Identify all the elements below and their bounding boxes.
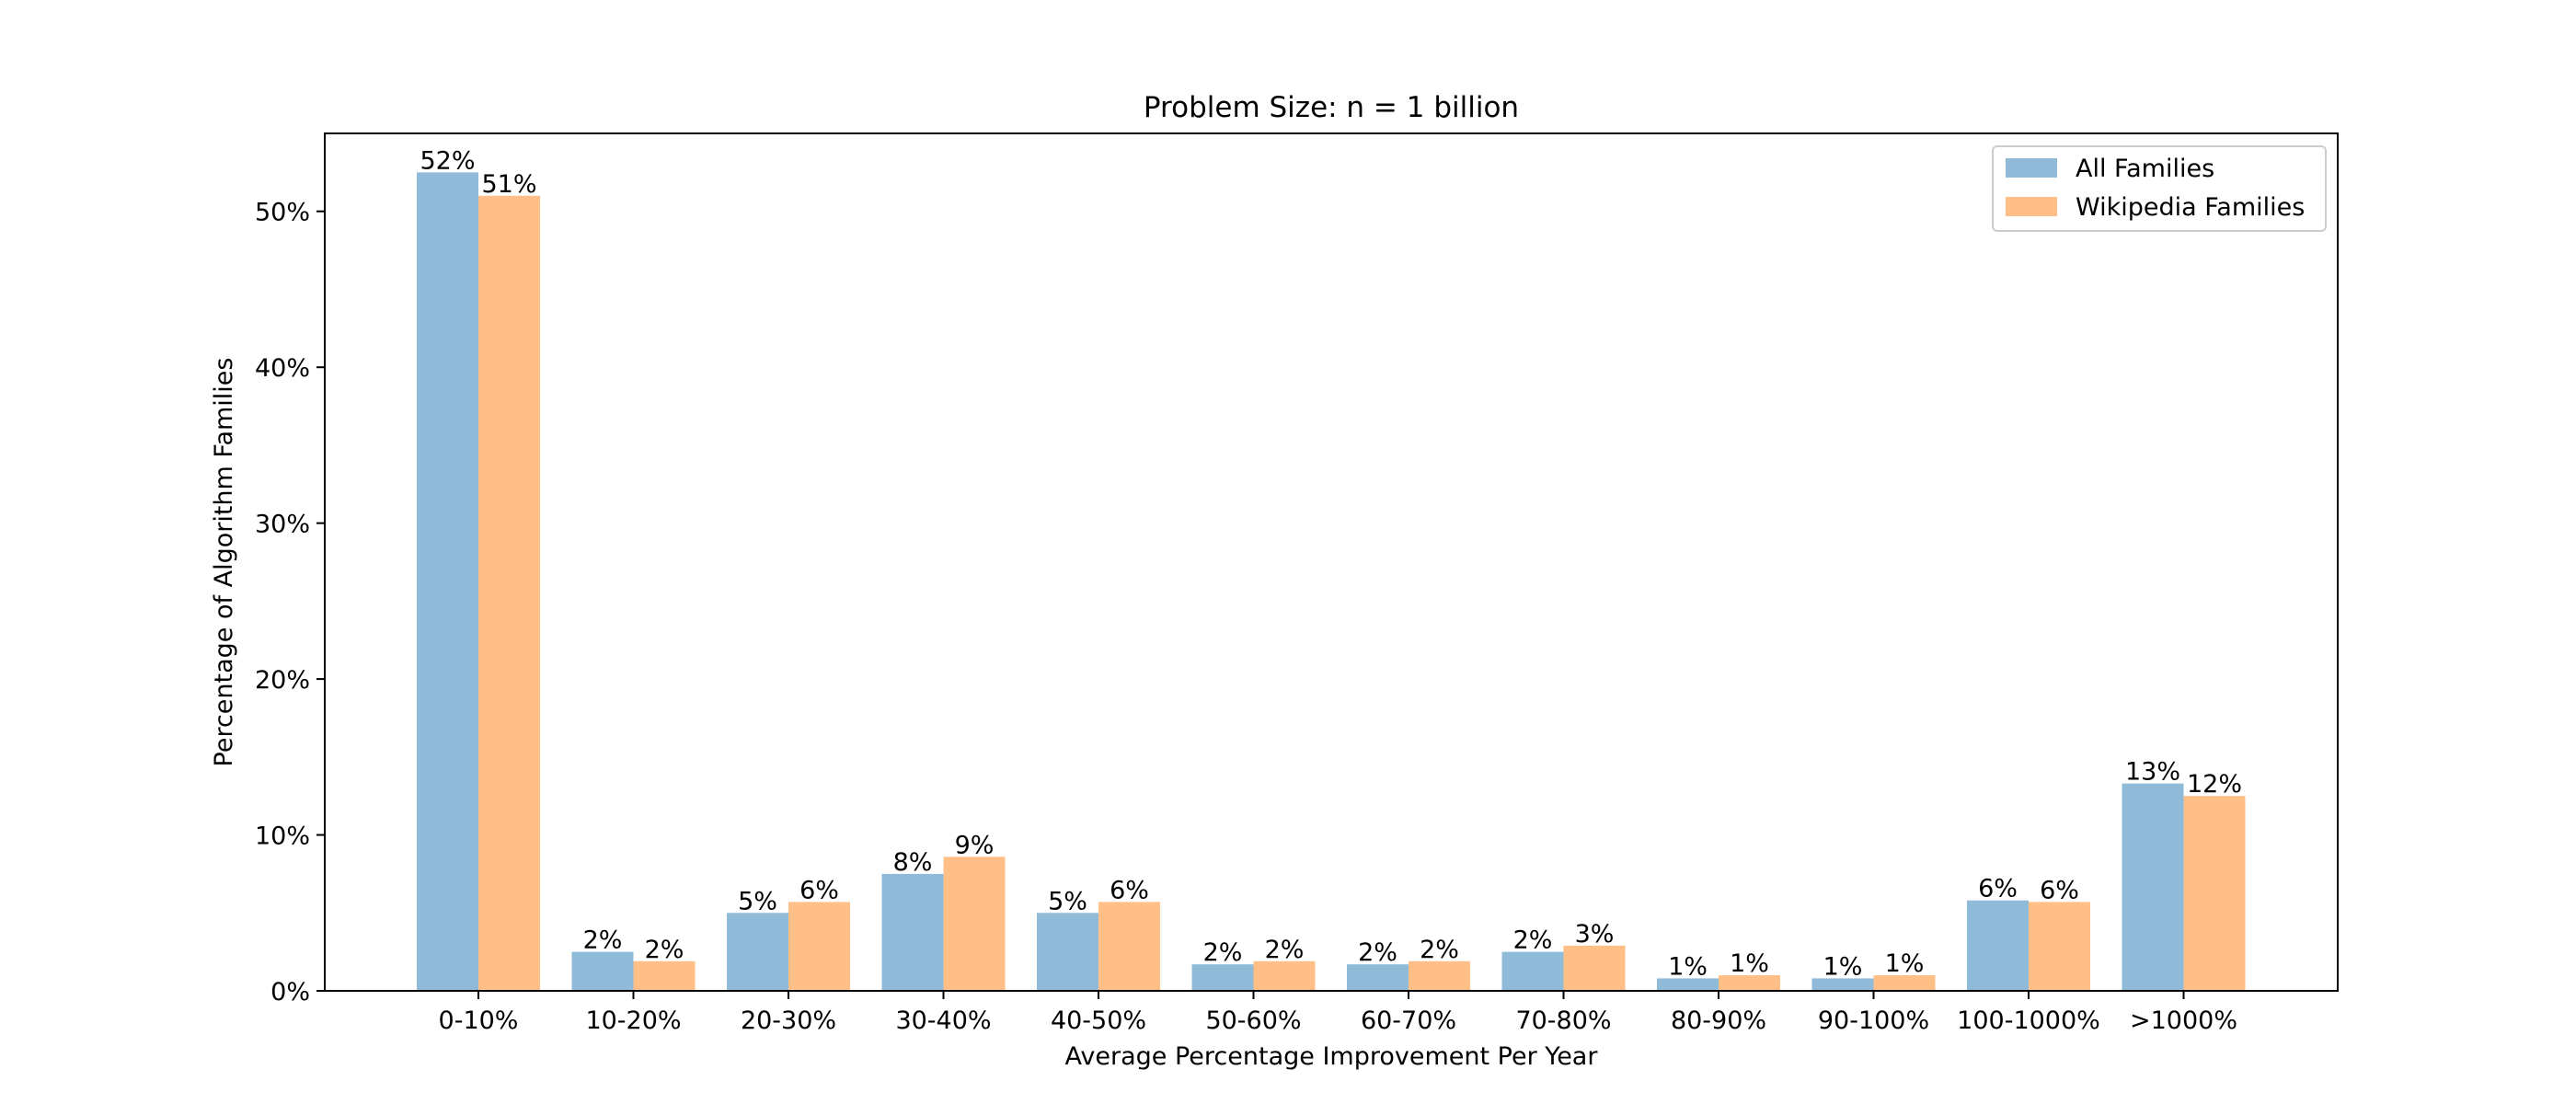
- data-label-all-families-1000: 13%: [2125, 758, 2180, 787]
- bar-wikipedia-families-80-90: [1719, 975, 1780, 991]
- data-label-wikipedia-families-90-100: 1%: [1885, 949, 1925, 978]
- x-tick-label-0-10: 0-10%: [439, 1006, 519, 1035]
- legend-label-all-families: All Families: [2076, 155, 2214, 183]
- data-label-all-families-80-90: 1%: [1668, 952, 1708, 981]
- data-label-wikipedia-families-30-40: 9%: [955, 831, 995, 859]
- bar-all-families-40-50: [1037, 913, 1098, 991]
- legend: All Families Wikipedia Families: [1992, 145, 2327, 232]
- data-label-wikipedia-families-40-50: 6%: [1110, 876, 1149, 904]
- x-tick-label-50-60: 50-60%: [1205, 1006, 1301, 1035]
- data-label-all-families-60-70: 2%: [1358, 938, 1397, 967]
- bar-all-families-100-1000: [1967, 900, 2029, 991]
- y-tick-label-50: 50%: [255, 199, 310, 227]
- data-label-wikipedia-families-20-30: 6%: [799, 876, 839, 904]
- chart-title: Problem Size: n = 1 billion: [1144, 91, 1519, 124]
- bar-all-families-30-40: [881, 873, 944, 991]
- bar-all-families-20-30: [727, 913, 788, 991]
- bar-wikipedia-families-30-40: [943, 857, 1006, 991]
- bar-wikipedia-families-90-100: [1873, 975, 1936, 991]
- legend-label-wikipedia-families: Wikipedia Families: [2076, 193, 2305, 222]
- data-label-all-families-100-1000: 6%: [1978, 875, 2018, 903]
- bar-wikipedia-families-10-20: [633, 960, 696, 991]
- bar-all-families-10-20: [571, 951, 634, 991]
- bar-all-families-90-100: [1811, 978, 1874, 991]
- plot-area-frame: [324, 132, 2339, 992]
- data-label-all-families-10-20: 2%: [583, 926, 623, 955]
- data-label-all-families-50-60: 2%: [1203, 938, 1243, 967]
- bars-layer: [417, 172, 2246, 992]
- data-label-wikipedia-families-60-70: 2%: [1420, 936, 1459, 964]
- x-tick-label-20-30: 20-30%: [741, 1006, 836, 1035]
- data-label-wikipedia-families-80-90: 1%: [1730, 949, 1769, 978]
- y-tick-label-20: 20%: [255, 666, 310, 695]
- data-label-wikipedia-families-50-60: 2%: [1265, 936, 1305, 964]
- data-label-all-families-70-80: 2%: [1513, 926, 1553, 955]
- data-label-all-families-20-30: 5%: [738, 887, 777, 915]
- legend-swatch-wikipedia-families: [2006, 197, 2057, 216]
- bar-all-families-1000: [2122, 783, 2184, 991]
- bar-wikipedia-families-100-1000: [2029, 902, 2090, 991]
- y-axis-label: Percentage of Algorithm Families: [210, 358, 238, 767]
- y-axis: 0% 10% 20% 30% 40% 50%: [255, 199, 325, 1006]
- bar-wikipedia-families-60-70: [1409, 960, 1470, 991]
- data-label-wikipedia-families-0-10: 51%: [481, 170, 536, 199]
- x-tick-label-70-80: 70-80%: [1515, 1006, 1611, 1035]
- bar-all-families-70-80: [1501, 951, 1564, 991]
- data-label-all-families-30-40: 8%: [893, 848, 933, 877]
- data-label-wikipedia-families-70-80: 3%: [1575, 920, 1615, 949]
- bar-all-families-60-70: [1347, 964, 1409, 991]
- y-tick-label-0: 0%: [270, 978, 310, 1006]
- bar-all-families-0-10: [417, 172, 478, 991]
- x-tick-label-40-50: 40-50%: [1051, 1006, 1146, 1035]
- bar-wikipedia-families-0-10: [478, 195, 540, 992]
- bar-wikipedia-families-50-60: [1253, 960, 1316, 991]
- legend-box: [1992, 145, 2327, 232]
- x-axis-label: Average Percentage Improvement Per Year: [1065, 1042, 1599, 1071]
- x-tick-label-30-40: 30-40%: [895, 1006, 991, 1035]
- data-label-wikipedia-families-10-20: 2%: [645, 936, 684, 964]
- x-tick-label-90-100: 90-100%: [1818, 1006, 1929, 1035]
- data-label-all-families-90-100: 1%: [1823, 952, 1863, 981]
- y-tick-label-10: 10%: [255, 822, 310, 851]
- x-tick-label-10-20: 10-20%: [585, 1006, 681, 1035]
- bar-wikipedia-families-20-30: [788, 902, 850, 991]
- x-tick-label-80-90: 80-90%: [1671, 1006, 1766, 1035]
- bar-wikipedia-families-70-80: [1563, 945, 1626, 991]
- data-label-wikipedia-families-100-1000: 6%: [2040, 876, 2079, 904]
- bar-all-families-80-90: [1657, 978, 1719, 991]
- y-tick-label-40: 40%: [255, 354, 310, 383]
- x-tick-label-60-70: 60-70%: [1361, 1006, 1456, 1035]
- legend-swatch-all-families: [2006, 158, 2057, 178]
- bar-wikipedia-families-40-50: [1098, 902, 1160, 991]
- x-axis: 0-10% 10-20% 20-30% 30-40% 40-50% 50-60% 60-70…: [439, 991, 2237, 1035]
- bar-wikipedia-families-1000: [2183, 796, 2246, 991]
- bar-all-families-50-60: [1191, 964, 1254, 991]
- data-label-wikipedia-families-1000: 12%: [2187, 770, 2242, 799]
- data-label-all-families-40-50: 5%: [1048, 887, 1087, 915]
- x-tick-label-100-1000: 100-1000%: [1957, 1006, 2100, 1035]
- y-tick-label-30: 30%: [255, 511, 310, 539]
- data-label-all-families-0-10: 52%: [420, 146, 475, 175]
- data-labels-layer: 52%51% 2% 2% 5% 6% 8% 9% 5% 6% 2% 2% 2% 2% 2% 3% 1% 1% 1%…: [420, 146, 2242, 981]
- x-tick-label-1000: >1000%: [2130, 1006, 2237, 1035]
